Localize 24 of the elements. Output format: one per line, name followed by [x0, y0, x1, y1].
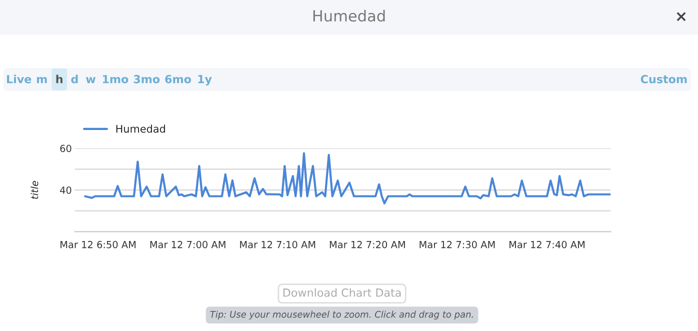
y-tick-label: 60 — [60, 144, 72, 152]
text: h — [56, 74, 62, 84]
y-axis-title: title — [30, 180, 38, 199]
x-tick-label: Mar 12 7:30 AM — [420, 240, 495, 248]
y-tick-label: 40 — [60, 186, 72, 194]
text: 3mo — [134, 74, 160, 84]
x-tick-label: Mar 12 7:10 AM — [240, 240, 316, 248]
x-tick-label: Mar 12 7:00 AM — [150, 240, 226, 248]
x-tick-label: Mar 12 6:50 AM — [60, 240, 136, 248]
text: Custom — [640, 74, 687, 84]
text: w — [86, 77, 96, 84]
text: d — [71, 74, 78, 84]
chart-title: Humedad — [313, 10, 385, 22]
text: 1y — [198, 74, 212, 86]
text: 6mo — [165, 74, 191, 84]
legend-label: Humedad — [116, 124, 165, 133]
text: Tip: Use your mousewheel to zoom. Click and drag to pan. — [210, 310, 473, 320]
text: 1mo — [102, 75, 128, 84]
text: Live — [7, 74, 32, 84]
x-tick-label: Mar 12 7:40 AM — [510, 240, 584, 248]
text: Download Chart Data — [283, 288, 401, 297]
text: × — [676, 12, 686, 22]
text: m — [37, 76, 47, 84]
x-tick-label: Mar 12 7:20 AM — [330, 240, 405, 248]
